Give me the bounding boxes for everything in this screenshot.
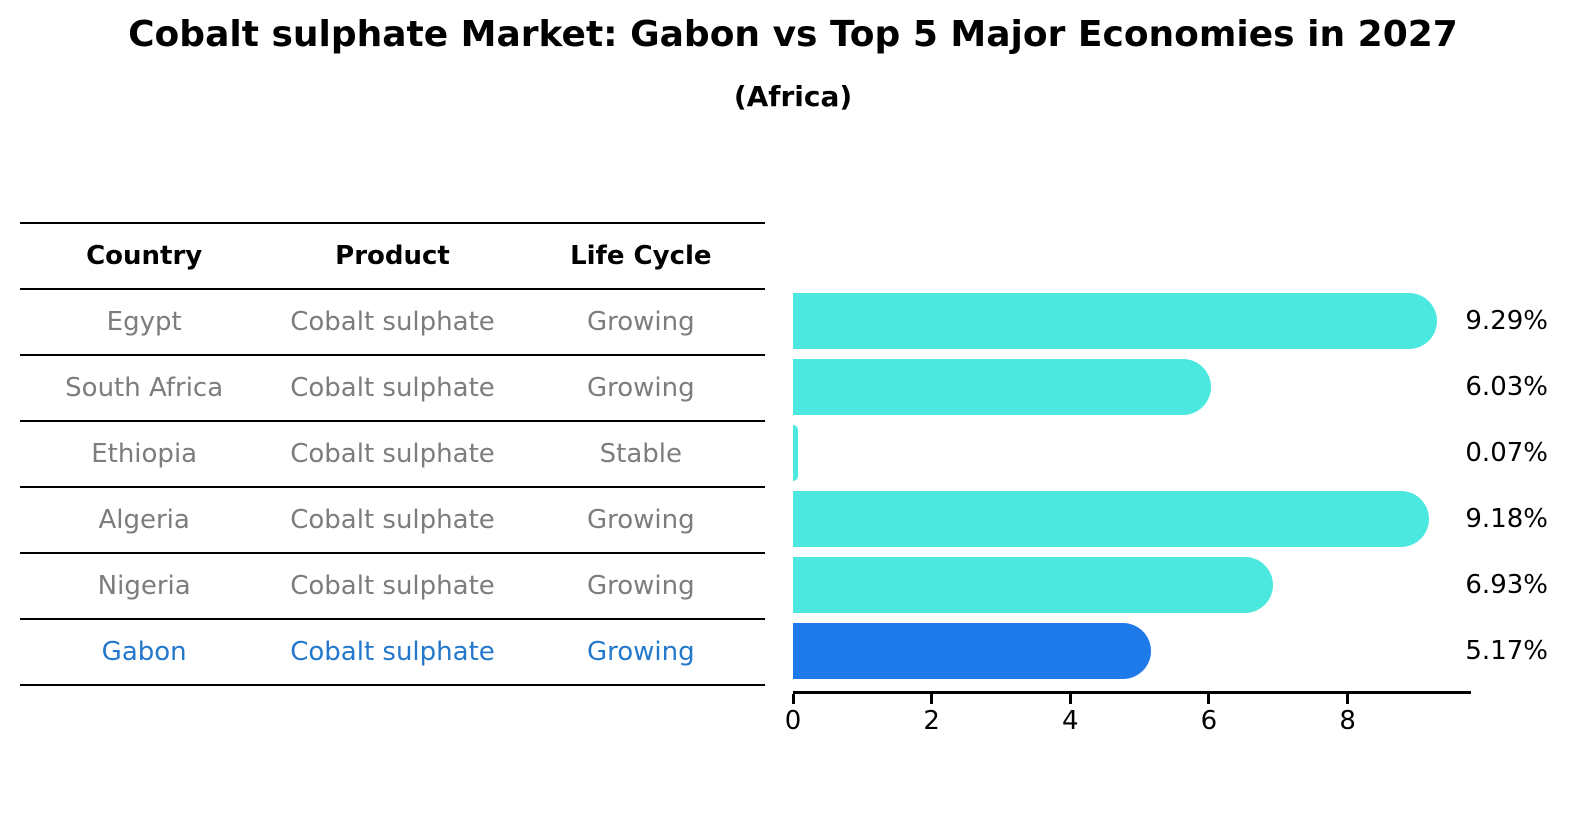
table-cell-life-cycle: Stable [599, 439, 682, 469]
table-cell-life-cycle: Growing [586, 373, 695, 403]
table-header-cell: Country [86, 241, 203, 271]
chart-subtitle: (Africa) [733, 80, 853, 113]
x-tick-label: 2 [923, 706, 940, 736]
table-header-row: Country Product Life Cycle [20, 222, 765, 288]
bar-value-label: 9.29% [1465, 306, 1548, 336]
x-tick-mark [1068, 694, 1072, 704]
table-row: Algeria Cobalt sulphate Growing [20, 486, 765, 552]
x-tick-label: 0 [784, 706, 802, 736]
x-tick-mark [930, 694, 934, 704]
table-row: Gabon Cobalt sulphate Growing [20, 618, 765, 684]
table-cell-life-cycle: Growing [586, 307, 695, 337]
table-row: South Africa Cobalt sulphate Growing [20, 354, 765, 420]
bar [793, 293, 1437, 349]
table-cell-product: Cobalt sulphate [290, 439, 495, 469]
table-cell-product: Cobalt sulphate [290, 637, 495, 667]
table-header-cell: Product [335, 241, 450, 271]
table-cell-product: Cobalt sulphate [290, 307, 495, 337]
table-row: Egypt Cobalt sulphate Growing [20, 288, 765, 354]
bar-value-label: 5.17% [1465, 636, 1548, 666]
x-tick-label: 4 [1062, 706, 1079, 736]
table-cell-country: Algeria [98, 505, 190, 535]
table-cell-life-cycle: Growing [586, 637, 695, 667]
x-tick-mark [1207, 694, 1211, 704]
table-cell-country: Gabon [101, 637, 187, 667]
bar [793, 359, 1211, 415]
table-cell-country: Egypt [106, 307, 182, 337]
bar-gabon-highlight [793, 623, 1151, 679]
x-tick-label: 6 [1200, 706, 1218, 736]
bar [793, 425, 798, 481]
bar [793, 491, 1429, 547]
bar-value-label: 6.93% [1465, 570, 1548, 600]
table-header-cell: Life Cycle [570, 241, 712, 271]
table-cell-country: Ethiopia [91, 439, 198, 469]
table-cell-life-cycle: Growing [586, 505, 695, 535]
bar [793, 557, 1273, 613]
x-tick-mark [791, 694, 795, 704]
table-cell-product: Cobalt sulphate [290, 505, 495, 535]
table-row: Ethiopia Cobalt sulphate Stable [20, 420, 765, 486]
x-axis [793, 691, 1471, 694]
table-body: Egypt Cobalt sulphate Growing South Africa C… [20, 288, 765, 684]
table-cell-product: Cobalt sulphate [290, 571, 495, 601]
table-cell-country: South Africa [65, 373, 224, 403]
country-table: Country Product Life Cycle Egypt Cobalt sul… [20, 222, 765, 686]
bar-value-label: 9.18% [1465, 504, 1548, 534]
x-tick-label: 8 [1339, 706, 1356, 736]
bar-value-label: 0.07% [1465, 438, 1548, 468]
x-tick-mark [1346, 694, 1350, 704]
bar-value-label: 6.03% [1465, 372, 1548, 402]
table-cell-country: Nigeria [97, 571, 191, 601]
table-cell-product: Cobalt sulphate [290, 373, 495, 403]
table-cell-life-cycle: Growing [586, 571, 695, 601]
table-row: Nigeria Cobalt sulphate Growing [20, 552, 765, 618]
chart-title: Cobalt sulphate Market: Gabon vs Top 5 M… [128, 14, 1458, 55]
